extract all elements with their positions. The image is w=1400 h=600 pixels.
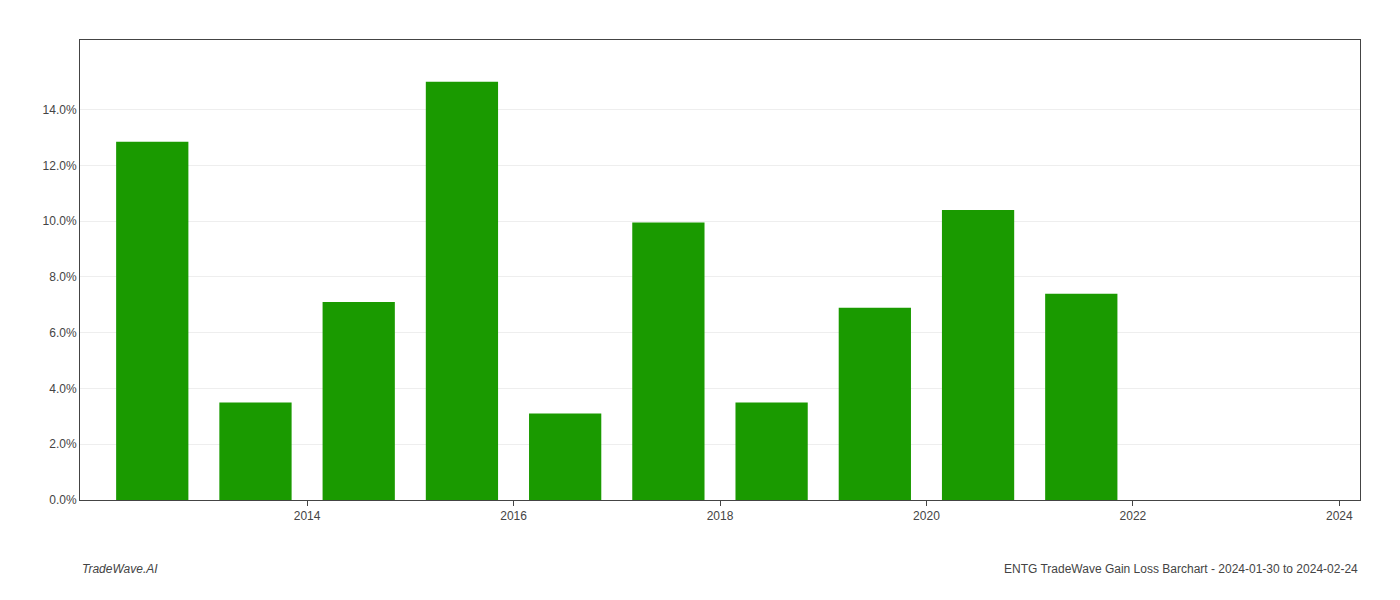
svg-text:14.0%: 14.0%: [43, 103, 77, 117]
svg-text:2018: 2018: [707, 509, 734, 523]
svg-text:12.0%: 12.0%: [43, 159, 77, 173]
svg-text:2024: 2024: [1326, 509, 1353, 523]
svg-text:2020: 2020: [913, 509, 940, 523]
svg-text:2022: 2022: [1120, 509, 1147, 523]
svg-text:2.0%: 2.0%: [49, 437, 77, 451]
svg-text:2016: 2016: [500, 509, 527, 523]
svg-text:8.0%: 8.0%: [49, 270, 77, 284]
svg-text:ENTG TradeWave Gain Loss Barch: ENTG TradeWave Gain Loss Barchart - 2024…: [1004, 562, 1358, 576]
svg-text:6.0%: 6.0%: [49, 326, 77, 340]
svg-text:TradeWave.AI: TradeWave.AI: [82, 562, 158, 576]
svg-text:4.0%: 4.0%: [49, 382, 77, 396]
svg-text:0.0%: 0.0%: [49, 493, 77, 507]
svg-text:2014: 2014: [294, 509, 321, 523]
svg-text:10.0%: 10.0%: [43, 214, 77, 228]
